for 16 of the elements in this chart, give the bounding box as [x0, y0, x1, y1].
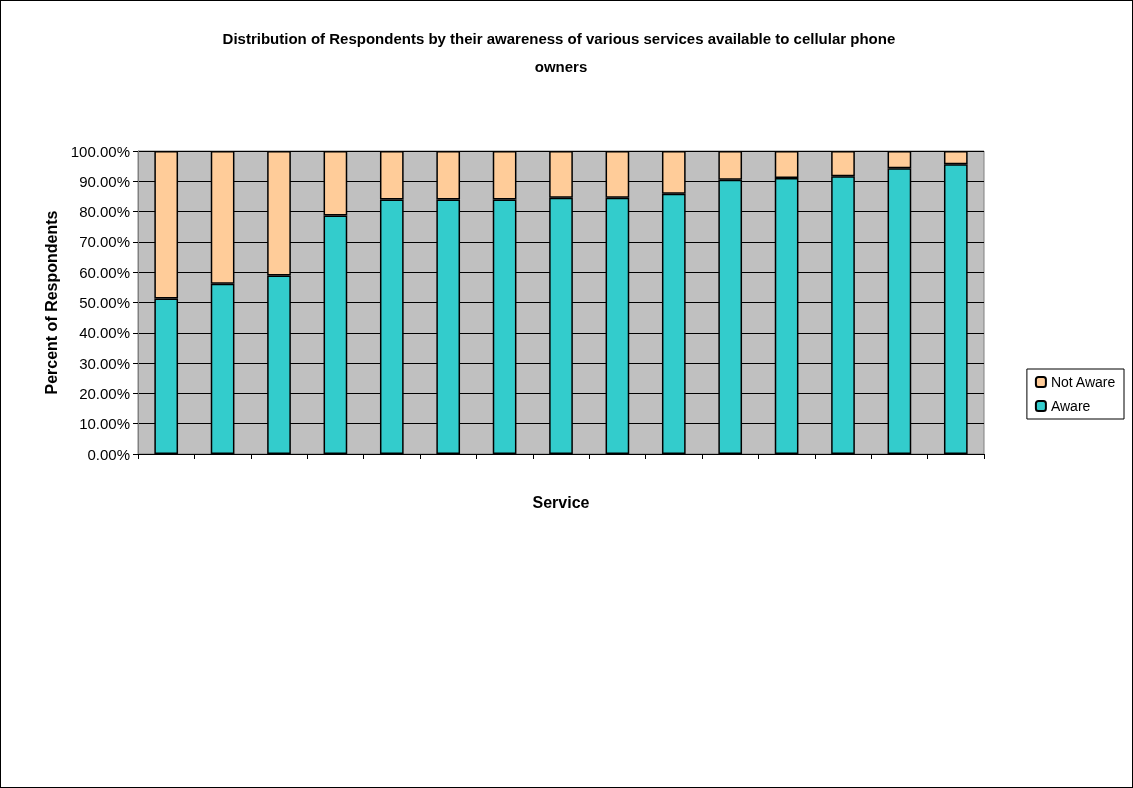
y-tick-label: 0.00% — [87, 445, 130, 463]
y-tick-label: 60.00% — [79, 263, 130, 281]
y-tick-label: 80.00% — [79, 203, 130, 221]
y-tick-label: 40.00% — [79, 324, 130, 342]
x-axis-title: Service — [532, 493, 590, 511]
y-tick-label: 100.00% — [70, 142, 130, 160]
y-axis-title: Percent of Respondents — [43, 210, 61, 395]
y-tick-label: 30.00% — [79, 354, 130, 372]
y-tick-label: 90.00% — [79, 172, 130, 190]
legend-label: Aware — [1050, 398, 1091, 414]
y-tick-label: 10.00% — [79, 415, 130, 433]
y-tick-label: 70.00% — [79, 233, 130, 251]
legend-label: Not Aware — [1050, 374, 1116, 390]
chart-title: Distribution of Respondents by their awareness of various services available to cellular phone owners — [222, 29, 900, 75]
y-tick-label: 20.00% — [79, 384, 130, 402]
y-tick-label: 50.00% — [79, 294, 130, 311]
